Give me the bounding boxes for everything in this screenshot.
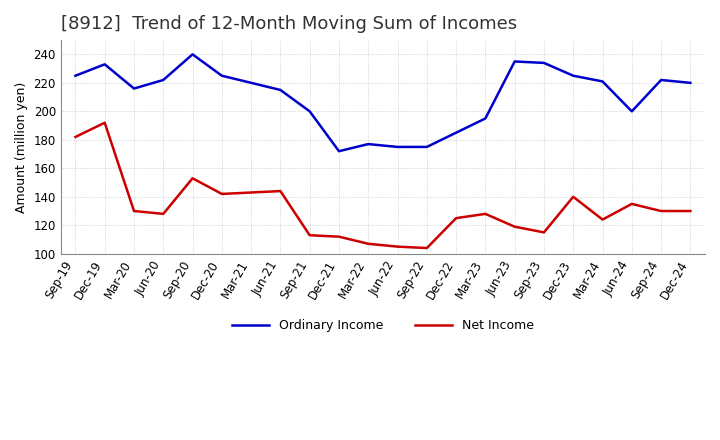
Ordinary Income — [451, 130, 460, 136]
Net Income — [276, 188, 284, 194]
Net Income — [627, 201, 636, 206]
Ordinary Income — [335, 149, 343, 154]
Net Income — [364, 241, 372, 246]
Ordinary Income — [100, 62, 109, 67]
Net Income — [686, 209, 695, 214]
Ordinary Income — [686, 80, 695, 85]
Ordinary Income — [305, 109, 314, 114]
Net Income — [539, 230, 548, 235]
Legend: Ordinary Income, Net Income: Ordinary Income, Net Income — [227, 314, 539, 337]
Ordinary Income — [130, 86, 138, 91]
Ordinary Income — [188, 52, 197, 57]
Net Income — [598, 217, 607, 222]
Net Income — [393, 244, 402, 249]
Ordinary Income — [539, 60, 548, 66]
Text: [8912]  Trend of 12-Month Moving Sum of Incomes: [8912] Trend of 12-Month Moving Sum of I… — [60, 15, 517, 33]
Ordinary Income — [159, 77, 168, 83]
Net Income — [130, 209, 138, 214]
Net Income — [510, 224, 519, 229]
Ordinary Income — [657, 77, 665, 83]
Net Income — [247, 190, 256, 195]
Net Income — [451, 216, 460, 221]
Net Income — [569, 194, 577, 199]
Ordinary Income — [71, 73, 80, 78]
Net Income — [100, 120, 109, 125]
Ordinary Income — [423, 144, 431, 150]
Line: Ordinary Income: Ordinary Income — [76, 55, 690, 151]
Net Income — [423, 246, 431, 251]
Ordinary Income — [481, 116, 490, 121]
Ordinary Income — [510, 59, 519, 64]
Net Income — [305, 233, 314, 238]
Y-axis label: Amount (million yen): Amount (million yen) — [15, 81, 28, 213]
Net Income — [481, 211, 490, 216]
Net Income — [188, 176, 197, 181]
Net Income — [335, 234, 343, 239]
Ordinary Income — [364, 141, 372, 147]
Ordinary Income — [247, 80, 256, 85]
Net Income — [71, 134, 80, 139]
Ordinary Income — [569, 73, 577, 78]
Ordinary Income — [598, 79, 607, 84]
Ordinary Income — [217, 73, 226, 78]
Line: Net Income: Net Income — [76, 123, 690, 248]
Net Income — [217, 191, 226, 197]
Net Income — [657, 209, 665, 214]
Ordinary Income — [627, 109, 636, 114]
Ordinary Income — [276, 87, 284, 92]
Net Income — [159, 211, 168, 216]
Ordinary Income — [393, 144, 402, 150]
